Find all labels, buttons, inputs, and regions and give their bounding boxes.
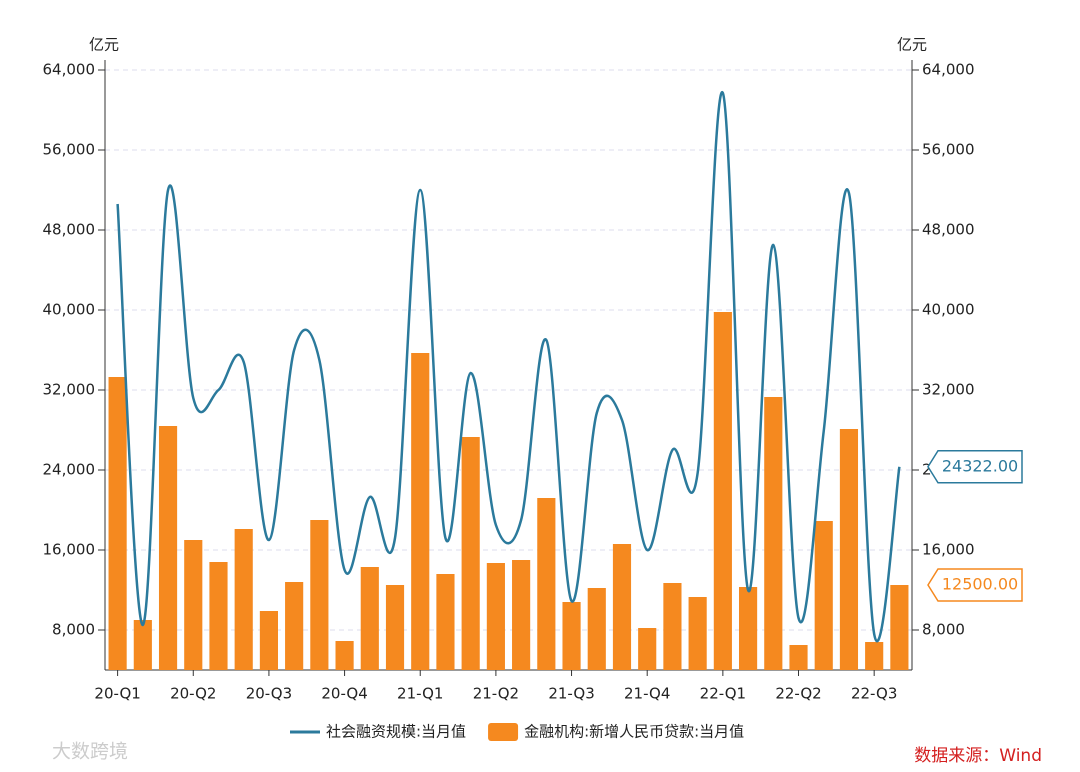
bar [738, 587, 758, 670]
y2-tick-label: 8,000 [922, 621, 965, 639]
y2-tick-label: 56,000 [922, 141, 975, 159]
bar [789, 645, 808, 670]
bar [865, 642, 884, 670]
bar [184, 540, 203, 670]
y-tick-label: 64,000 [43, 61, 96, 79]
bar [285, 582, 304, 670]
bar [335, 641, 354, 670]
legend-swatch [488, 723, 519, 741]
bar [436, 574, 455, 670]
x-tick-label: 22-Q1 [700, 685, 746, 703]
legend-label: 金融机构:新增人民币贷款:当月值 [524, 723, 744, 741]
y-axis-label: 亿元 [89, 36, 119, 54]
bar [663, 583, 682, 670]
bar [209, 562, 228, 670]
callout-box [927, 568, 1023, 602]
watermark: 大数跨境 [52, 741, 128, 763]
bar [108, 377, 127, 670]
bar [259, 611, 279, 670]
y-tick-label: 8,000 [52, 621, 95, 639]
bar [638, 628, 657, 670]
y2-tick-label: 64,000 [922, 61, 975, 79]
y2-tick-label: 32,000 [922, 381, 975, 399]
y-tick-label: 16,000 [43, 541, 96, 559]
x-tick-label: 20-Q2 [170, 685, 216, 703]
x-tick-label: 21-Q1 [397, 685, 443, 703]
callout-box [927, 450, 1023, 484]
bar [612, 544, 632, 670]
bar [814, 521, 833, 670]
x-tick-label: 20-Q4 [321, 685, 367, 703]
bar [562, 602, 581, 670]
x-tick-label: 21-Q4 [624, 685, 670, 703]
bar [158, 426, 178, 670]
y-tick-label: 48,000 [43, 221, 96, 239]
bar [764, 397, 783, 670]
bar [411, 353, 430, 670]
bar [234, 529, 253, 670]
y-tick-label: 32,000 [43, 381, 96, 399]
bar [890, 585, 909, 670]
bar [486, 563, 505, 670]
bar [688, 597, 707, 670]
x-tick-label: 22-Q3 [851, 685, 897, 703]
bar [461, 437, 480, 670]
x-tick-label: 20-Q1 [94, 685, 140, 703]
data-label: 12500.00 [942, 575, 1018, 594]
legend-label: 社会融资规模:当月值 [326, 723, 466, 741]
y2-tick-label: 40,000 [922, 301, 975, 319]
x-tick-label: 22-Q2 [775, 685, 821, 703]
data-label: 24322.00 [942, 456, 1018, 475]
x-tick-label: 21-Q2 [473, 685, 519, 703]
bar [587, 588, 606, 670]
y2-axis-label: 亿元 [897, 36, 927, 54]
bar [310, 520, 329, 670]
bar [360, 567, 379, 670]
source: 数据来源：Wind [914, 746, 1042, 766]
y-tick-label: 56,000 [43, 141, 96, 159]
x-tick-label: 20-Q3 [246, 685, 292, 703]
bar [537, 498, 556, 670]
y-tick-label: 24,000 [43, 461, 96, 479]
y-tick-label: 40,000 [43, 301, 96, 319]
line [116, 91, 901, 643]
bar [385, 585, 405, 670]
bar [133, 620, 152, 670]
bar [713, 312, 732, 670]
bar [839, 429, 859, 670]
y2-tick-label: 48,000 [922, 221, 975, 239]
bar [512, 560, 531, 670]
x-tick-label: 21-Q3 [548, 685, 594, 703]
y2-tick-label: 16,000 [922, 541, 975, 559]
